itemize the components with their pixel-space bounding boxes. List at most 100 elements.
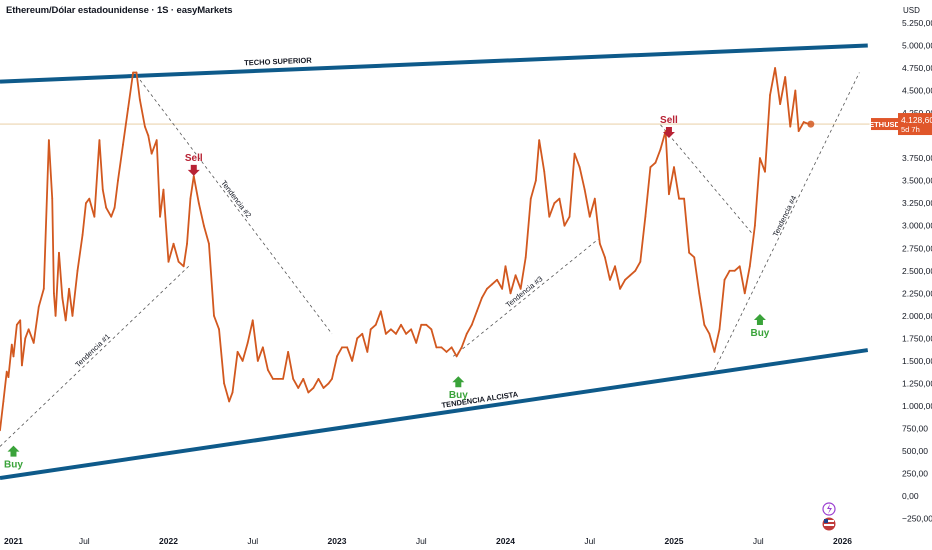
price-segment: [307, 387, 315, 394]
y-tick-label: −250,00: [902, 514, 932, 524]
price-segment: [649, 161, 657, 169]
price-segment: [208, 242, 215, 317]
price-segment: [117, 143, 124, 182]
signals: Buy Sell Buy Sell Buy: [4, 115, 770, 471]
x-tick-label: 2021: [4, 536, 23, 546]
price-segment: [659, 130, 667, 151]
price-segment: [703, 323, 711, 335]
flag-canton-icon: [824, 519, 828, 523]
price-segment: [501, 265, 507, 290]
price-segment: [88, 197, 96, 218]
price-segment: [189, 175, 195, 200]
price-segment: [24, 328, 30, 340]
price-segment: [598, 242, 606, 259]
price-segment: [440, 346, 448, 353]
price-segment: [733, 265, 741, 272]
price-segment: [186, 197, 192, 245]
price-segment: [769, 67, 776, 96]
price-segment: [629, 269, 637, 277]
flag-stripe-icon: [824, 520, 834, 522]
price-segment: [624, 274, 632, 281]
y-tick-label: 4.500,00: [902, 86, 932, 96]
price-segment: [218, 328, 226, 385]
price-segment: [138, 98, 146, 128]
price-segment: [455, 346, 463, 358]
price-segment: [251, 319, 259, 362]
chart-title: Ethereum/Dólar estadounidense · 1S · eas…: [6, 5, 233, 16]
trendline-label-1: Tendencia #1: [73, 332, 111, 369]
y-tick-label: 2.250,00: [902, 288, 932, 298]
price-segment: [261, 346, 269, 371]
buy-arrow-icon: [452, 376, 465, 388]
price-segment: [534, 139, 541, 182]
price-segment: [101, 188, 108, 209]
tendencia-alcista-line[interactable]: [0, 348, 869, 480]
price-segment: [331, 355, 338, 380]
trendline-1[interactable]: [0, 265, 189, 447]
price-segment: [223, 382, 231, 403]
price-segment: [312, 377, 320, 389]
price-segment: [789, 89, 797, 128]
price-segment: [573, 152, 581, 169]
price-segment: [68, 287, 74, 317]
price-segment: [764, 94, 771, 173]
y-tick-label: 1.750,00: [902, 333, 932, 343]
y-tick-label: 4.750,00: [902, 63, 932, 73]
price-segment: [410, 328, 418, 344]
price-segment: [267, 368, 274, 380]
trendline-3[interactable]: [453, 238, 599, 357]
y-tick-label: 2.750,00: [902, 243, 932, 253]
price-segment: [390, 328, 397, 335]
price-segment: [609, 265, 616, 281]
price-segment: [64, 287, 70, 322]
price-segment: [98, 139, 104, 191]
price-segment: [327, 377, 333, 385]
last-price-point[interactable]: [807, 120, 815, 128]
price-segment: [395, 323, 402, 335]
last-price-symbol: ETHUSD: [869, 120, 900, 129]
price-segment: [384, 328, 392, 335]
price-segment: [588, 197, 596, 218]
price-segment: [144, 125, 150, 137]
price-segment: [693, 256, 701, 295]
price-segment: [543, 170, 551, 218]
price-segment: [113, 179, 119, 209]
price-segment: [0, 400, 5, 432]
price-segment: [346, 346, 354, 362]
price-segment: [2, 370, 8, 403]
techo-superior-line[interactable]: [0, 43, 868, 84]
price-segment: [172, 242, 180, 263]
y-tick-label: 3.500,00: [902, 176, 932, 186]
price-segment: [167, 242, 175, 263]
trendline-4[interactable]: [714, 72, 860, 371]
y-axis: 5.250,005.000,004.750,004.500,004.250,00…: [902, 18, 932, 524]
price-segment: [317, 377, 325, 389]
trendline-5[interactable]: [660, 124, 754, 235]
price-segment: [282, 350, 290, 380]
price-segment: [538, 139, 546, 173]
last-price-box: [898, 113, 932, 136]
price-segment: [794, 89, 800, 133]
price-segment: [297, 377, 305, 389]
price-segment: [19, 319, 23, 367]
currency-label: USD: [903, 6, 920, 15]
price-segment: [748, 224, 756, 268]
price-segment: [604, 256, 611, 281]
sell-arrow-icon: [187, 164, 200, 176]
price-segment: [738, 265, 746, 295]
price-segment: [405, 328, 413, 335]
price-segment: [470, 310, 478, 326]
price-segment: [519, 256, 527, 290]
price-segment: [155, 139, 161, 218]
price-segment: [491, 278, 498, 286]
buy-label: Buy: [449, 390, 468, 401]
trendline-2[interactable]: [136, 75, 333, 335]
price-segment: [619, 278, 627, 290]
flag-stripe-icon: [824, 524, 834, 526]
price-segment: [664, 130, 670, 196]
x-tick-label: 2024: [496, 536, 515, 546]
